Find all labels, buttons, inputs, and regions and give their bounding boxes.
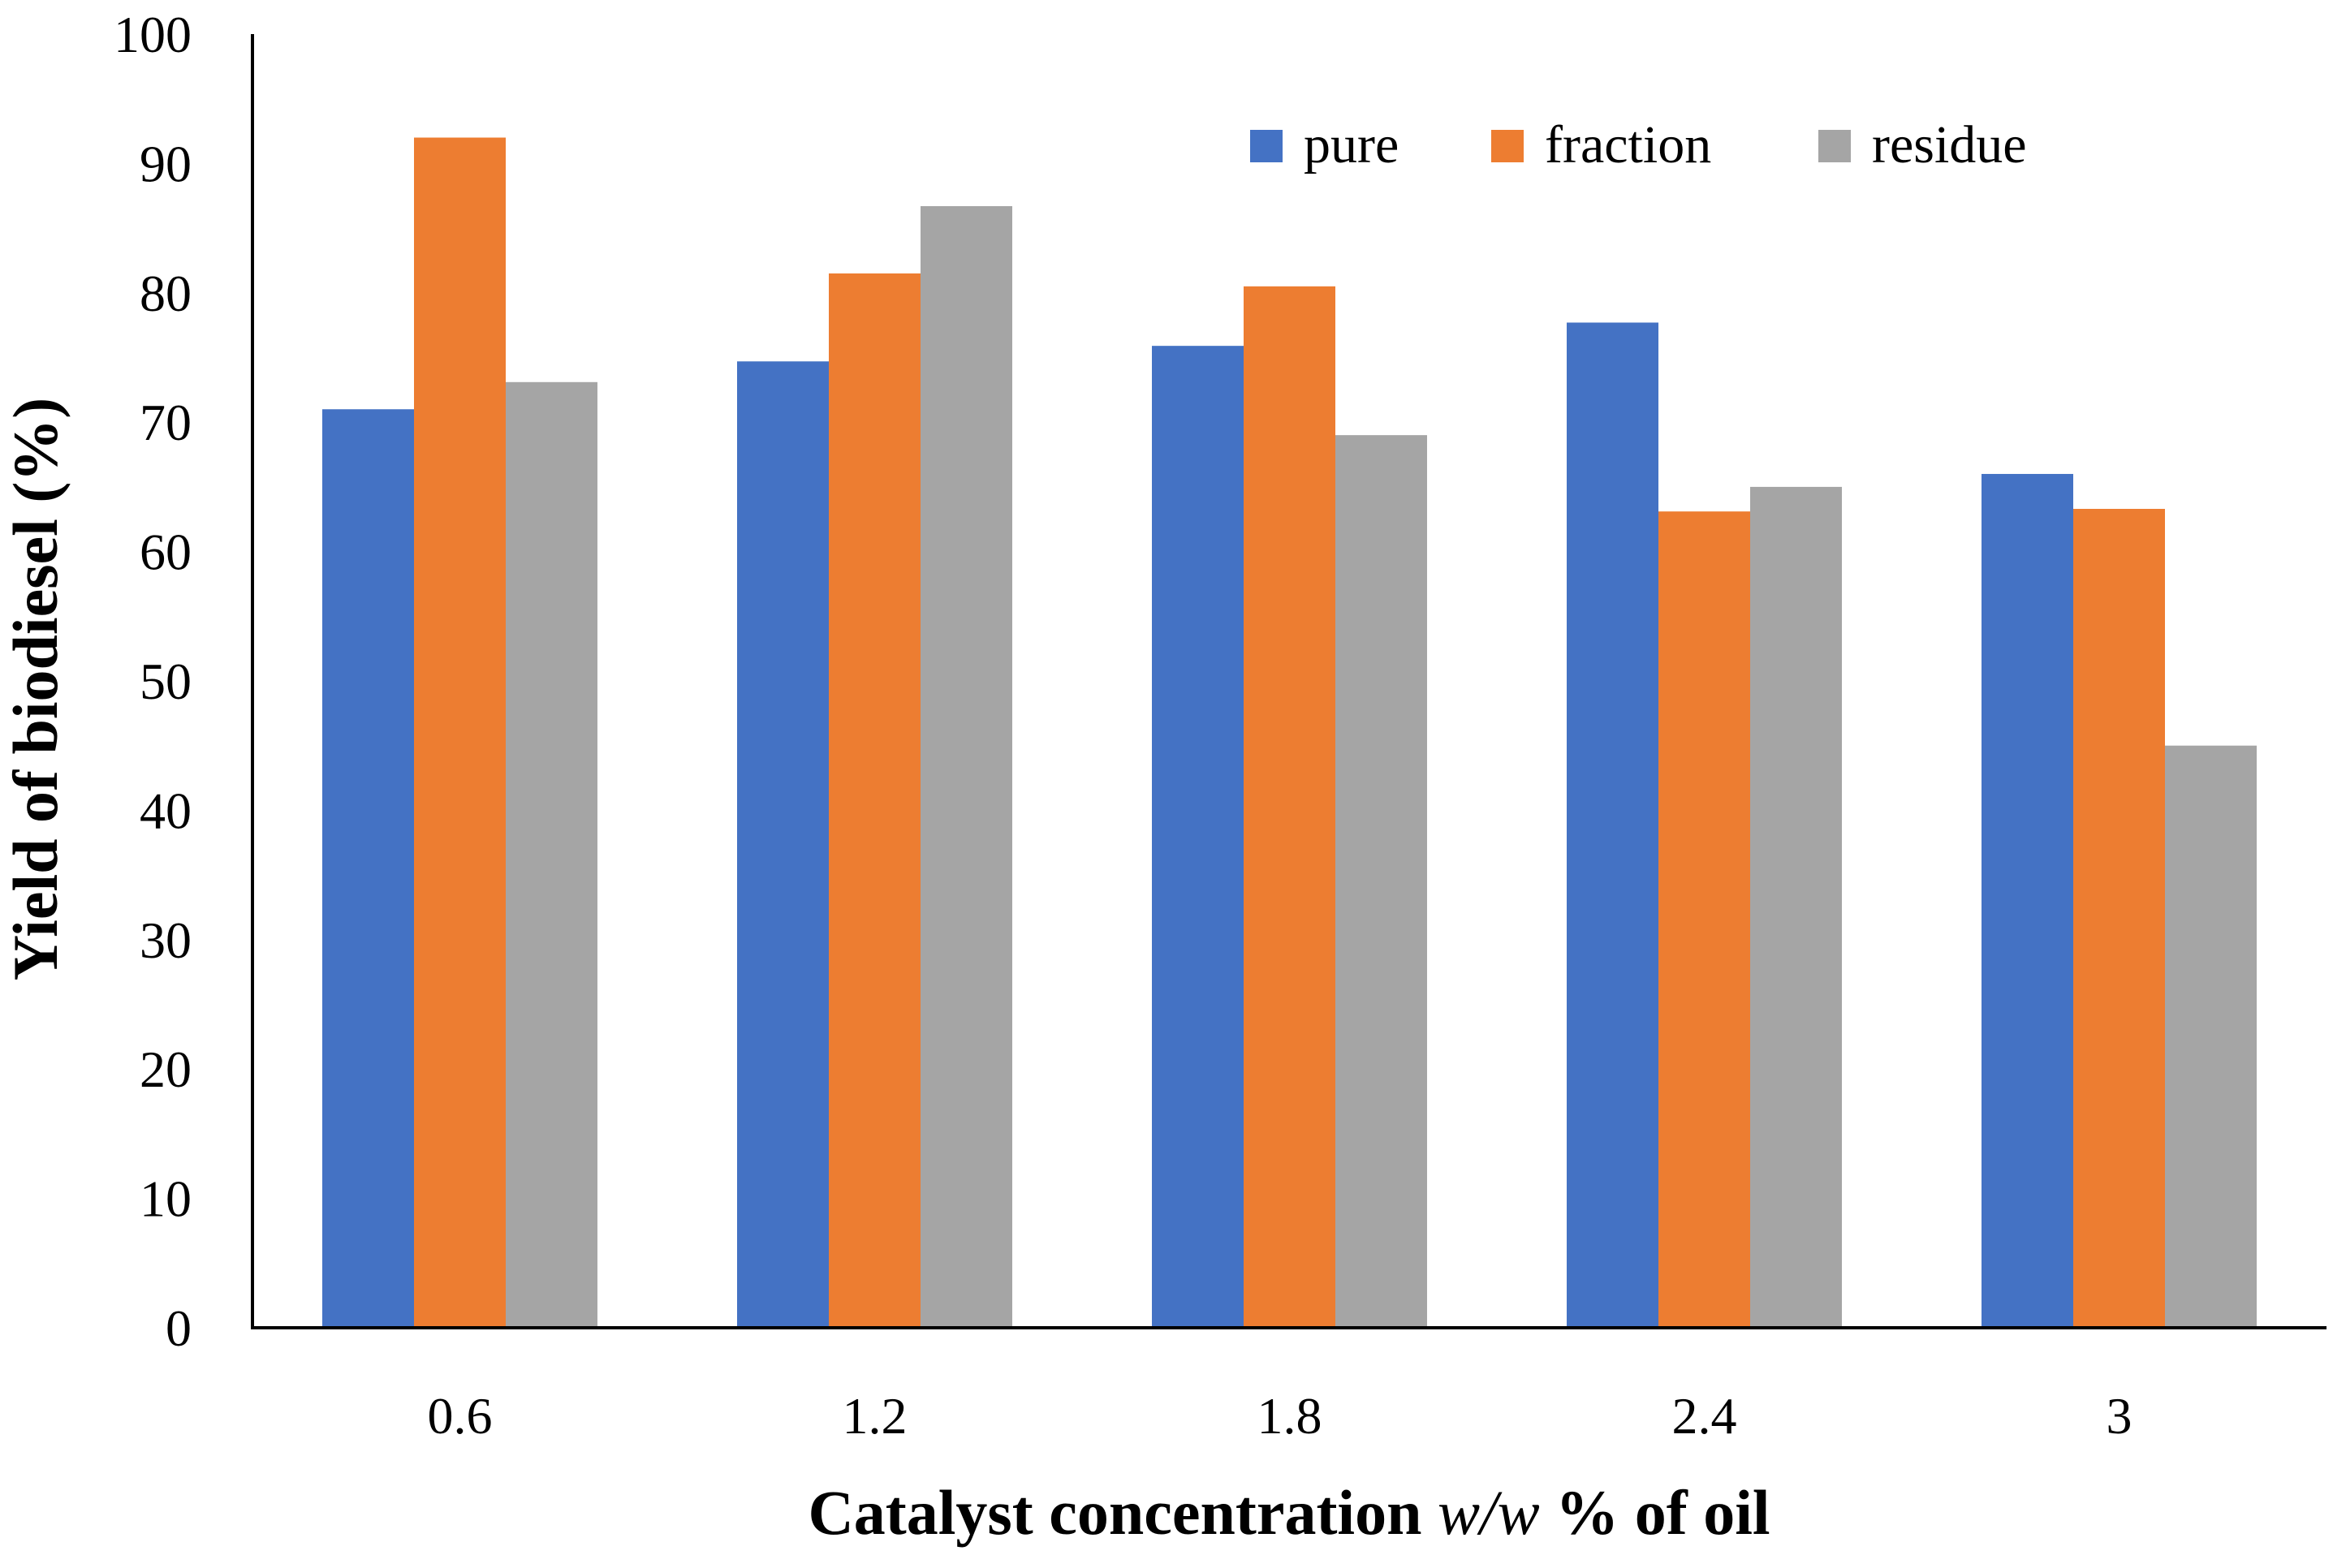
bar-residue-1.2 <box>921 206 1012 1329</box>
bar-fraction-0.6 <box>414 137 506 1328</box>
x-axis-title: Catalyst concentration w/w % of oil <box>808 1477 1770 1548</box>
legend-swatch-residue <box>1818 130 1851 162</box>
x-axis-title-prefix: Catalyst concentration <box>808 1477 1438 1548</box>
y-tick-label: 70 <box>140 394 192 451</box>
y-tick-label: 100 <box>114 6 192 63</box>
x-tick-label: 3 <box>2107 1387 2132 1445</box>
bars-group <box>322 137 2257 1329</box>
legend: pure fraction residue <box>1250 115 2027 174</box>
bar-fraction-1.8 <box>1244 286 1335 1329</box>
y-tick-label: 40 <box>140 782 192 839</box>
y-tick-label: 30 <box>140 911 192 969</box>
bar-pure-2.4 <box>1567 322 1658 1328</box>
legend-label-fraction: fraction <box>1545 115 1711 174</box>
bar-residue-0.6 <box>506 381 597 1328</box>
x-tick-label: 1.2 <box>843 1387 908 1445</box>
bar-pure-3 <box>1982 473 2073 1329</box>
y-tick-labels: 0 10 20 30 40 50 60 70 80 90 100 <box>114 6 192 1357</box>
y-tick-label: 80 <box>140 265 192 322</box>
bar-residue-1.8 <box>1335 435 1427 1328</box>
x-axis-title-suffix: % of oil <box>1540 1477 1770 1548</box>
x-tick-labels: 0.6 1.2 1.8 2.4 3 <box>428 1387 2132 1445</box>
bar-fraction-1.2 <box>829 273 921 1328</box>
legend-swatch-pure <box>1250 130 1283 162</box>
x-tick-label: 1.8 <box>1257 1387 1322 1445</box>
bar-fraction-2.4 <box>1658 511 1750 1328</box>
legend-label-residue: residue <box>1872 115 2027 174</box>
x-tick-label: 0.6 <box>428 1387 493 1445</box>
y-axis-title: Yield of biodiesel (%) <box>0 398 71 981</box>
legend-swatch-fraction <box>1491 130 1524 162</box>
y-tick-label: 0 <box>166 1299 192 1357</box>
y-tick-label: 20 <box>140 1040 192 1098</box>
x-tick-label: 2.4 <box>1672 1387 1737 1445</box>
y-tick-label: 90 <box>140 135 192 192</box>
bar-residue-3 <box>2165 745 2257 1328</box>
y-tick-label: 50 <box>140 653 192 710</box>
bar-residue-2.4 <box>1750 486 1842 1328</box>
bar-fraction-3 <box>2073 508 2165 1328</box>
bar-pure-1.2 <box>737 361 829 1329</box>
y-tick-label: 60 <box>140 523 192 581</box>
legend-label-pure: pure <box>1304 115 1399 174</box>
y-tick-label: 10 <box>140 1170 192 1228</box>
x-axis-title-italic: w/w <box>1438 1477 1540 1548</box>
bar-pure-1.8 <box>1152 346 1244 1328</box>
bar-pure-0.6 <box>322 409 414 1328</box>
